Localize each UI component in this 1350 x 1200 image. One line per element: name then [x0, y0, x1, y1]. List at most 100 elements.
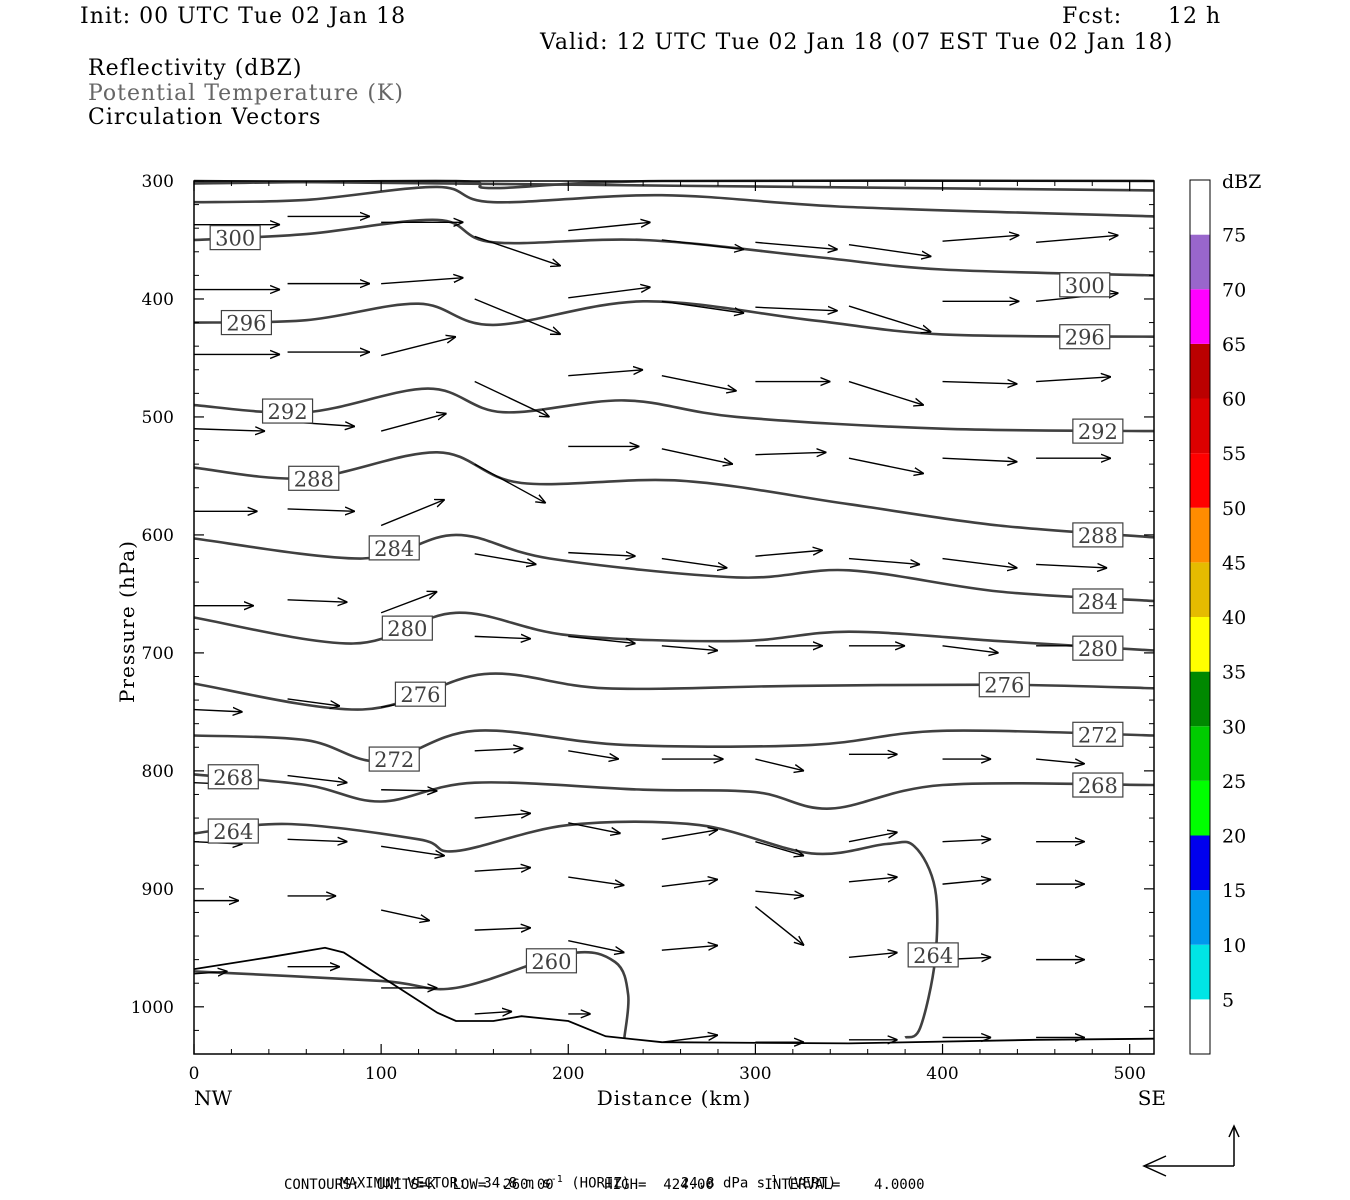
- contour-label: 264: [913, 944, 953, 968]
- vector-arrow: [287, 600, 348, 602]
- vector-arrow: [193, 971, 228, 973]
- contour-label: 288: [1078, 524, 1118, 548]
- vector-arrow: [287, 839, 348, 841]
- field-potential-temperature: Potential Temperature (K): [88, 81, 404, 106]
- y-axis-title: Pressure (hPa): [115, 540, 139, 703]
- contour-label-box: [209, 225, 261, 251]
- x-tick-label: 100: [365, 1064, 397, 1084]
- contour-label: 296: [226, 312, 266, 336]
- max-vector-text: MAXIMUM VECTOR: 34.8 m s-1 (HORIZ) 24.8 …: [340, 1158, 836, 1192]
- vector-arrow: [380, 413, 446, 432]
- field-reflectivity: Reflectivity (dBZ): [88, 56, 303, 81]
- x-tick-label: 300: [739, 1064, 771, 1084]
- theta-contour-296: [193, 299, 1155, 338]
- colorbar-label: 10: [1222, 935, 1246, 957]
- colorbar-label: 45: [1222, 552, 1246, 574]
- vector-arrow: [942, 557, 1018, 568]
- contour-label: 276: [984, 674, 1024, 698]
- vector-arrow: [380, 500, 445, 527]
- contour-label-box: [1072, 721, 1124, 747]
- colorbar-unit: dBZ: [1222, 171, 1261, 193]
- vector-arrow: [754, 905, 804, 946]
- y-tick-label: 1000: [131, 998, 174, 1018]
- colorbar-bin: [1190, 180, 1210, 235]
- contour-label: 292: [1078, 420, 1118, 444]
- vector-arrow: [568, 750, 619, 759]
- vector-arrow: [380, 337, 456, 357]
- vector-arrow: [568, 876, 624, 885]
- contour-label-box: [394, 681, 447, 707]
- field-circulation-vectors: Circulation Vectors: [88, 105, 322, 130]
- vector-arrow: [380, 909, 430, 921]
- vector-arrow: [848, 557, 920, 565]
- vector-arrow: [848, 953, 898, 958]
- colorbar-label: 55: [1222, 443, 1246, 465]
- contour-label-box: [207, 818, 259, 844]
- colorbar-bin: [1190, 453, 1210, 508]
- x-right-label: SE: [1138, 1086, 1166, 1110]
- valid-time: Valid: 12 UTC Tue 02 Jan 18 (07 EST Tue …: [540, 30, 1174, 55]
- contour-label: 300: [215, 227, 255, 251]
- vector-arrow: [661, 646, 718, 651]
- colorbar-label: 20: [1222, 826, 1246, 848]
- max-vert-value: 24.8 dPa s: [680, 1175, 766, 1192]
- circulation-vectors: [193, 216, 1118, 1043]
- vector-arrow: [755, 241, 837, 249]
- colorbar-label: 75: [1222, 225, 1246, 247]
- y-tick-label: 300: [142, 172, 174, 192]
- vector-arrow: [193, 429, 265, 431]
- x-tick-label: 500: [1113, 1064, 1145, 1084]
- terrain-line: [193, 946, 1155, 1045]
- contour-label: 284: [374, 537, 414, 561]
- vector-arrow: [474, 553, 537, 565]
- vector-arrow: [568, 822, 620, 834]
- colorbar-bin: [1190, 726, 1210, 781]
- contour-label-box: [1059, 324, 1111, 350]
- contour-label: 268: [1078, 774, 1118, 798]
- reference-vector: [1142, 1124, 1240, 1177]
- vector-arrow: [474, 1012, 512, 1014]
- vector-arrow: [661, 1035, 718, 1043]
- contour-label-box: [1072, 772, 1124, 798]
- contour-label-box: [907, 942, 959, 968]
- contour-label: 260: [531, 950, 571, 974]
- contour-label-box: [207, 764, 259, 790]
- vector-arrow: [661, 830, 718, 840]
- vector-arrow: [661, 300, 744, 313]
- vector-arrow: [661, 879, 718, 888]
- contour-label: 280: [387, 617, 427, 641]
- colorbar-bin: [1190, 234, 1210, 290]
- colorbar-label: 5: [1222, 989, 1234, 1011]
- contour-label-box: [288, 465, 340, 491]
- contour-label: 276: [400, 683, 440, 707]
- x-left-label: NW: [194, 1086, 233, 1110]
- colorbar-label: 30: [1222, 716, 1246, 738]
- max-horiz-value: 34.8 m s: [483, 1175, 551, 1192]
- vector-arrow: [1036, 235, 1118, 244]
- vector-arrow: [474, 928, 531, 930]
- vector-arrow: [942, 382, 1018, 384]
- vector-arrow: [848, 305, 931, 332]
- colorbar-bin: [1190, 562, 1210, 617]
- vector-arrow: [474, 380, 550, 417]
- contour-label: 284: [1078, 590, 1118, 614]
- x-tick-label: 0: [189, 1064, 200, 1084]
- init-time: Init: 00 UTC Tue 02 Jan 18: [80, 4, 407, 29]
- vector-arrow: [287, 509, 355, 511]
- colorbar-bin: [1190, 835, 1210, 891]
- vector-arrow: [942, 645, 999, 653]
- theta-contour-280: [193, 611, 1155, 652]
- contour-label: 264: [213, 820, 253, 844]
- vector-arrow: [848, 457, 924, 473]
- y-tick-label: 900: [142, 880, 174, 900]
- theta-contour-288: [193, 450, 1155, 539]
- vector-arrow: [287, 698, 340, 706]
- contour-label-box: [261, 398, 314, 424]
- colorbar-label: 60: [1222, 389, 1246, 411]
- contours-info: CONTOURS: UNITS=K LOW= 260.00 HIGH= 424.…: [284, 1177, 925, 1193]
- vector-arrow: [942, 458, 1018, 462]
- vector-arrow: [1036, 377, 1111, 383]
- contour-label-box: [1072, 588, 1124, 614]
- vector-arrow: [661, 239, 744, 249]
- colorbar-bin: [1190, 398, 1210, 454]
